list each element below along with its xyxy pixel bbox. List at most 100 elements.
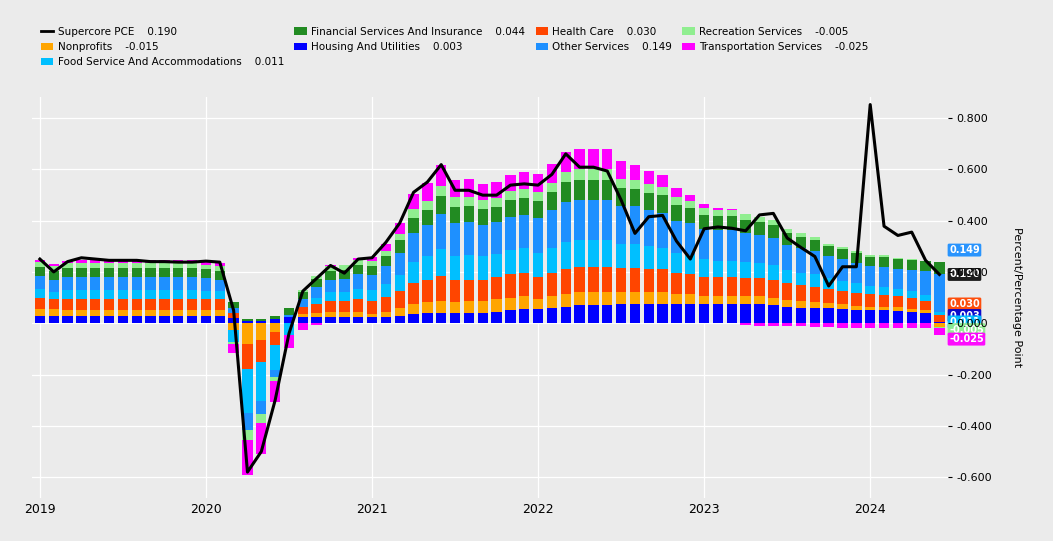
Bar	[505, 249, 516, 274]
Bar	[325, 317, 336, 323]
Bar	[312, 323, 322, 325]
Bar	[118, 311, 128, 315]
Bar	[796, 308, 807, 323]
Bar	[132, 299, 142, 311]
Bar	[602, 293, 613, 305]
Legend: Supercore PCE    0.190, Nonprofits    -0.015, Food Service And Accommodations   : Supercore PCE 0.190, Nonprofits -0.015, …	[37, 23, 873, 71]
Bar	[229, 344, 239, 353]
Bar	[450, 280, 460, 302]
Bar	[256, 319, 266, 321]
Bar	[519, 198, 530, 215]
Bar	[934, 323, 945, 327]
Bar	[450, 180, 460, 197]
Bar	[630, 189, 640, 207]
Bar	[699, 215, 710, 229]
Bar	[865, 307, 875, 311]
Bar	[505, 298, 516, 311]
Bar	[159, 268, 170, 277]
Bar	[865, 323, 875, 328]
Bar	[533, 218, 543, 253]
Text: 0.003: 0.003	[949, 311, 980, 320]
Bar	[796, 301, 807, 308]
Bar	[851, 283, 861, 293]
Bar	[173, 311, 183, 315]
Bar	[395, 275, 405, 291]
Bar	[145, 311, 156, 315]
Bar	[782, 233, 792, 245]
Bar	[547, 308, 557, 323]
Bar	[602, 169, 613, 180]
Bar	[837, 281, 848, 291]
Bar	[810, 237, 820, 240]
Bar	[519, 248, 530, 273]
Bar	[920, 313, 931, 323]
Bar	[132, 277, 142, 290]
Bar	[298, 292, 309, 299]
Bar	[754, 263, 764, 278]
Bar	[118, 315, 128, 323]
Bar	[366, 261, 377, 266]
Bar	[713, 210, 723, 216]
Bar	[768, 298, 778, 305]
Bar	[686, 201, 695, 208]
Bar	[547, 182, 557, 192]
Bar	[478, 225, 488, 256]
Bar	[505, 274, 516, 298]
Bar	[851, 323, 861, 328]
Bar	[657, 175, 668, 187]
Bar	[643, 269, 654, 293]
Bar	[686, 304, 695, 323]
Bar	[76, 299, 86, 311]
Bar	[256, 323, 266, 340]
Bar	[879, 307, 889, 311]
Bar	[630, 268, 640, 293]
Bar	[62, 261, 73, 263]
Bar	[657, 248, 668, 269]
Bar	[616, 243, 627, 268]
Bar	[201, 278, 212, 291]
Bar	[62, 263, 73, 268]
Bar	[409, 314, 419, 323]
Bar	[574, 305, 584, 323]
Bar	[201, 262, 212, 265]
Bar	[478, 200, 488, 209]
Bar	[893, 258, 903, 259]
Bar	[768, 237, 778, 265]
Bar	[35, 288, 45, 298]
Bar	[118, 290, 128, 299]
Bar	[782, 245, 792, 270]
Bar	[270, 381, 280, 403]
Bar	[463, 255, 474, 280]
Bar	[727, 304, 737, 323]
Bar	[907, 260, 917, 269]
Bar	[851, 252, 861, 253]
Bar	[381, 250, 391, 256]
Bar	[395, 223, 405, 234]
Bar	[242, 323, 253, 344]
Bar	[823, 246, 834, 256]
Bar	[810, 323, 820, 327]
Bar	[810, 240, 820, 251]
Bar	[478, 280, 488, 301]
Bar	[796, 237, 807, 248]
Bar	[91, 260, 100, 263]
Bar	[422, 313, 433, 323]
Bar	[409, 304, 419, 314]
Bar	[353, 265, 363, 274]
Bar	[671, 204, 681, 221]
Bar	[215, 291, 225, 299]
Bar	[879, 295, 889, 307]
Bar	[616, 161, 627, 179]
Bar	[450, 313, 460, 323]
Bar	[768, 220, 778, 225]
Bar	[159, 290, 170, 299]
Bar	[589, 180, 598, 200]
Bar	[132, 290, 142, 299]
Bar	[173, 315, 183, 323]
Bar	[145, 315, 156, 323]
Bar	[740, 278, 751, 296]
Bar	[796, 233, 807, 237]
Bar	[754, 235, 764, 263]
Bar	[823, 323, 834, 327]
Bar	[35, 315, 45, 323]
